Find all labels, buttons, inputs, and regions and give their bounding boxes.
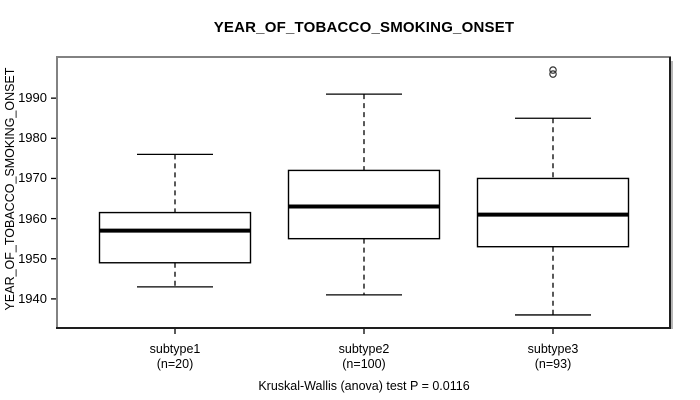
outlier-point (549, 66, 557, 74)
plot-frame (56, 56, 673, 329)
y-tick-label: 1950 (18, 250, 47, 266)
y-tick-label: 1980 (18, 130, 47, 146)
iqr-box (287, 169, 441, 240)
stats-test-caption: Kruskal-Wallis (anova) test P = 0.0116 (258, 379, 470, 393)
iqr-box (98, 211, 252, 264)
box-group-subtype1 (98, 153, 252, 288)
y-axis-ticks (51, 97, 56, 300)
outlier-point (549, 70, 557, 78)
chart-title: YEAR_OF_TOBACCO_SMOKING_ONSET (213, 19, 515, 36)
x-category-label: subtype1 (n=20) (149, 342, 201, 371)
x-category-label: subtype2 (n=100) (338, 342, 390, 371)
y-tick-label: 1940 (18, 290, 47, 306)
x-axis-ticks (174, 329, 554, 334)
box-group-subtype2 (287, 93, 441, 296)
box-group-subtype3 (476, 66, 630, 316)
iqr-box (476, 177, 630, 248)
y-tick-label: 1970 (18, 170, 47, 186)
x-category-label: subtype3 (n=93) (527, 342, 579, 371)
y-tick-label: 1990 (18, 90, 47, 106)
y-tick-label: 1960 (18, 210, 47, 226)
